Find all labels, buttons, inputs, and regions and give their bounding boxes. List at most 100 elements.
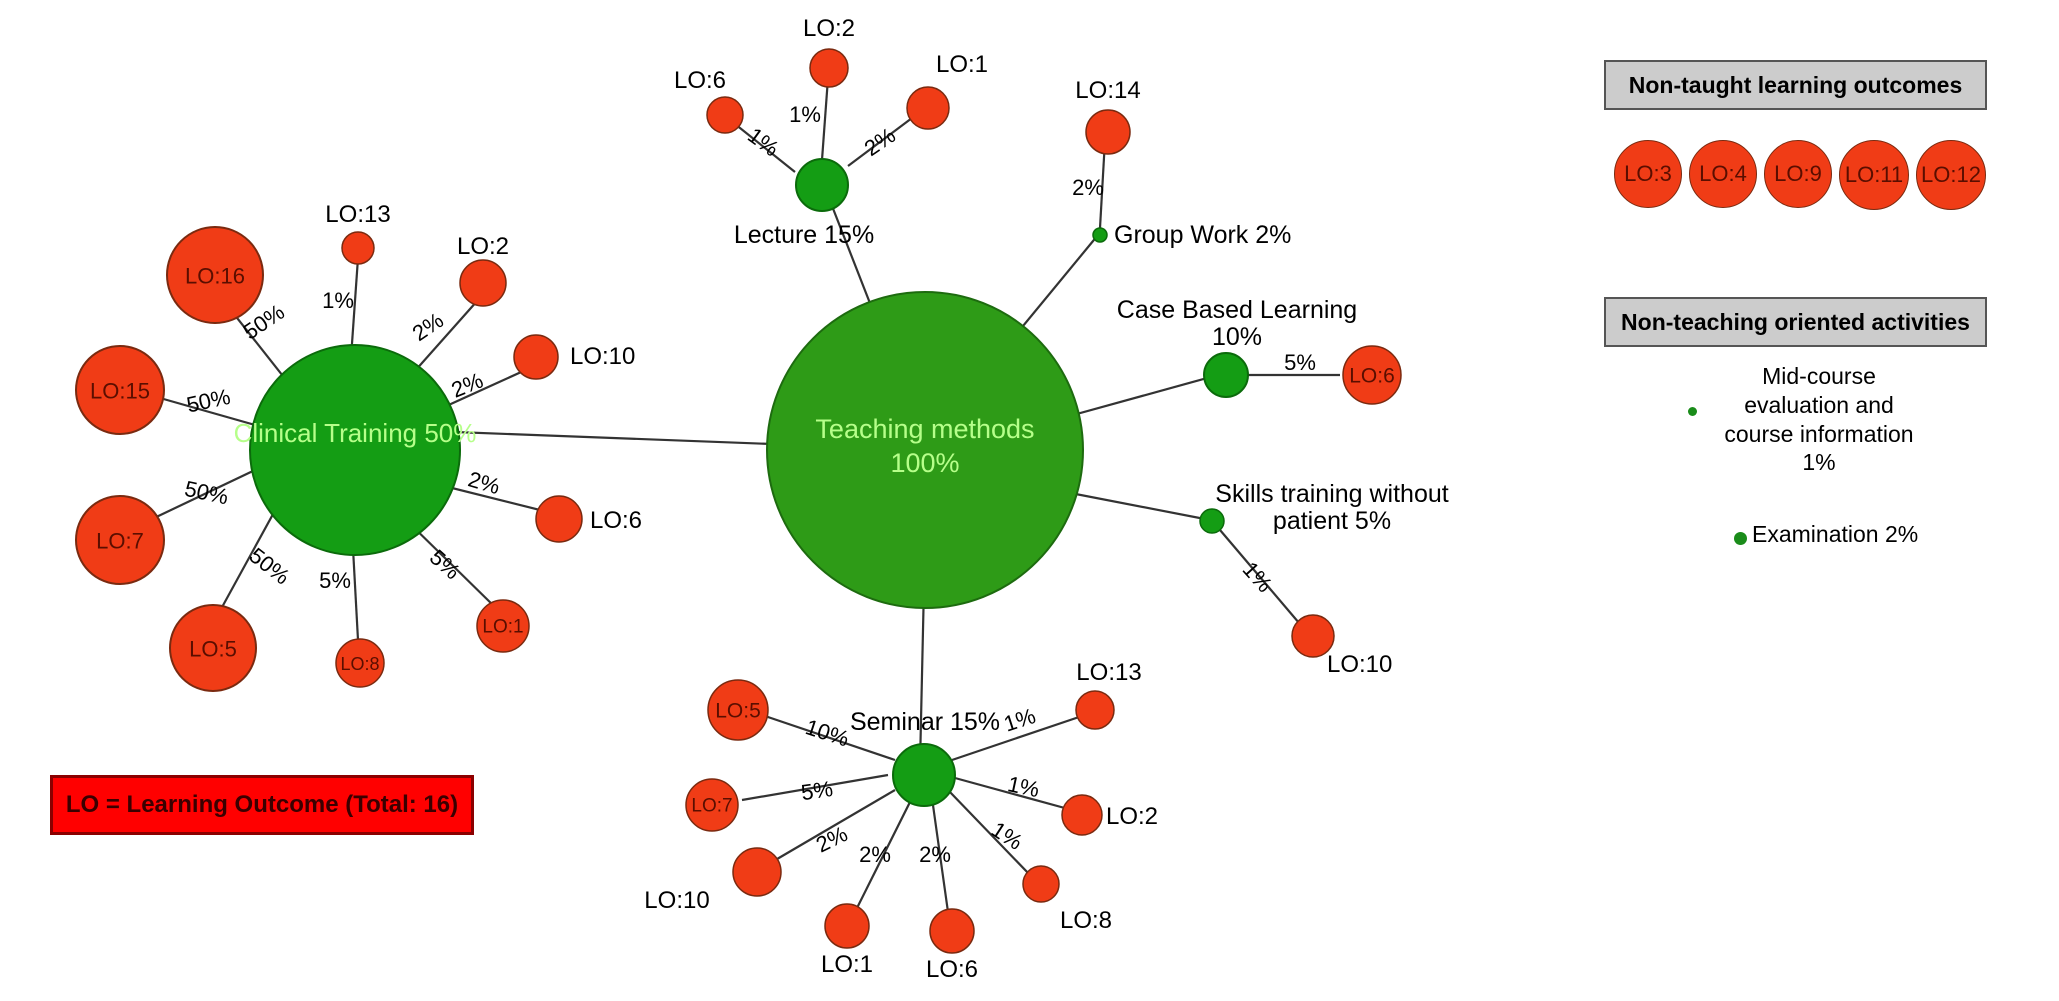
outcome-label-sem-lo10: LO:10: [644, 887, 709, 914]
activity-mid-course-line4: 1%: [1802, 449, 1836, 476]
node-group-work[interactable]: [1092, 227, 1108, 243]
edge-sem-lo1: [854, 797, 913, 913]
outcome-node-sem-lo6[interactable]: [929, 908, 975, 954]
activity-examination[interactable]: Examination 2%: [1604, 520, 1987, 556]
outcome-node-sem-lo1[interactable]: [824, 903, 870, 949]
legend-lo-definition: LO = Learning Outcome (Total: 16): [50, 775, 474, 835]
edge-sk-lo10: [1219, 529, 1306, 631]
edge-weight-sem-lo6: 2%: [919, 842, 951, 867]
outcome-node-lo5[interactable]: [169, 604, 257, 692]
edge-weight-ct-lo7: 50%: [182, 476, 230, 510]
edge-lec-lo6: [729, 119, 796, 173]
edge-sem-lo5: [761, 713, 896, 762]
node-label-skills-line2: patient 5%: [1273, 507, 1391, 535]
outcome-inner-labels: LO:16 LO:15 LO:7 LO:5 LO:1 LO:8 LO:6 LO:…: [90, 264, 1395, 817]
node-label-skills-line1: Skills training without: [1215, 480, 1448, 508]
outcome-node-lo2[interactable]: [459, 259, 507, 307]
outcome-node-lec-lo2[interactable]: [809, 48, 849, 88]
edge-weight-sem-lo8: 1%: [987, 817, 1027, 855]
outcome-label-lo7: LO:7: [96, 529, 144, 554]
edge-weight-ct-lo6: 2%: [465, 466, 502, 499]
edge-weight-ct-lo15: 50%: [184, 384, 232, 418]
green-dot-icon-examination: [1734, 532, 1747, 545]
node-seminar[interactable]: [892, 743, 956, 807]
node-label-teaching-methods-line2: 100%: [890, 448, 959, 478]
outcome-node-sem-lo8[interactable]: [1022, 865, 1060, 903]
outcome-node-sem-lo10[interactable]: [732, 847, 782, 897]
edge-weight-ct-lo10: 2%: [448, 368, 487, 403]
outcome-label-lo16: LO:16: [185, 264, 245, 289]
outcome-label-lo5: LO:5: [189, 637, 237, 662]
node-label-group-work: Group Work 2%: [1114, 221, 1291, 249]
edge-ct-lo7: [149, 469, 256, 521]
non-taught-chip-lo3[interactable]: LO:3: [1614, 140, 1682, 208]
node-case-based-learning[interactable]: [1203, 352, 1249, 398]
non-taught-chip-lo11[interactable]: LO:11: [1839, 140, 1909, 210]
outcome-node-cbl-lo6[interactable]: [1342, 345, 1402, 405]
non-taught-chip-lo9[interactable]: LO:9: [1764, 140, 1832, 208]
panel-header-non-teaching-oriented-activities: Non-teaching oriented activities: [1604, 297, 1987, 347]
edge-root-skills: [1054, 488, 1211, 522]
edge-weight-ct-lo13: 1%: [322, 288, 354, 313]
outcome-node-lo6[interactable]: [535, 495, 583, 543]
outcome-node-lo13[interactable]: [341, 231, 375, 265]
outcome-label-sem-lo1: LO:1: [821, 951, 873, 978]
node-label-clinical-training: Clinical Training 50%: [234, 418, 477, 448]
outcome-label-lec-lo1: LO:1: [936, 51, 988, 78]
edge-weight-ct-lo5: 50%: [245, 543, 295, 590]
node-label-teaching-methods-line1: Teaching methods: [815, 414, 1034, 444]
outcome-node-lo15[interactable]: [75, 345, 165, 435]
outcome-node-sk-lo10[interactable]: [1291, 614, 1335, 658]
edge-sem-lo2: [954, 776, 1073, 812]
outcome-label-sem-lo13: LO:13: [1076, 659, 1141, 686]
activity-mid-course-evaluation[interactable]: Mid-course evaluation and course informa…: [1604, 362, 1987, 475]
node-label-lecture: Lecture 15%: [734, 221, 874, 249]
outcome-node-lo8[interactable]: [335, 638, 385, 688]
edge-weight-sem-lo2: 1%: [1005, 771, 1041, 802]
outcome-node-lo1[interactable]: [476, 599, 530, 653]
outcome-label-sem-lo8: LO:8: [1060, 907, 1112, 934]
outcome-node-sem-lo13[interactable]: [1075, 690, 1115, 730]
outcome-label-sem-lo2: LO:2: [1106, 803, 1158, 830]
outcome-label-ct-lo2: LO:2: [457, 233, 509, 260]
outcome-node-sem-lo5[interactable]: [707, 679, 769, 741]
outcome-node-sem-lo7[interactable]: [685, 778, 739, 832]
non-taught-chip-lo12[interactable]: LO:12: [1916, 140, 1986, 210]
outcome-node-lo10[interactable]: [513, 334, 559, 380]
activity-mid-course-line3: course information: [1724, 420, 1914, 447]
node-teaching-methods[interactable]: [766, 291, 1084, 609]
activity-mid-course-line2: evaluation and: [1744, 391, 1894, 418]
outcome-node-lec-lo1[interactable]: [906, 86, 950, 130]
green-dot-icon-mid-course: [1688, 407, 1697, 416]
edge-sem-lo6: [930, 797, 950, 913]
outcome-label-lec-lo2: LO:2: [803, 15, 855, 42]
node-clinical-training[interactable]: [249, 344, 461, 556]
node-label-cbl-line2: 10%: [1212, 323, 1262, 351]
edge-root-cbl: [1054, 373, 1219, 422]
edge-weight-sem-lo5: 10%: [803, 714, 853, 751]
node-lecture[interactable]: [795, 158, 849, 212]
edge-weight-sem-lo7: 5%: [799, 776, 834, 805]
outcome-node-gw-lo14[interactable]: [1085, 109, 1131, 155]
edge-weight-gw-lo14: 2%: [1072, 175, 1104, 200]
outcome-label-ct-lo1: LO:1: [482, 617, 523, 638]
node-label-cbl-line1: Case Based Learning: [1117, 296, 1357, 324]
edge-weight-sem-lo1: 2%: [859, 842, 891, 867]
edge-weight-lec-lo6: 1%: [743, 122, 783, 161]
edge-weight-lec-lo1: 2%: [860, 123, 900, 162]
edge-weight-ct-lo8: 5%: [319, 568, 351, 593]
method-node-layer: [249, 158, 1249, 807]
edge-weight-cbl-lo6: 5%: [1284, 350, 1316, 375]
non-taught-chip-lo4[interactable]: LO:4: [1689, 140, 1757, 208]
edge-sem-lo7: [741, 773, 889, 802]
edge-sem-lo13: [951, 713, 1086, 762]
outcome-node-lec-lo6[interactable]: [706, 96, 744, 134]
outcome-node-sem-lo2[interactable]: [1061, 794, 1103, 836]
outcome-label-sem-lo5: LO:5: [715, 700, 761, 723]
outcome-node-layer: [75, 48, 1402, 954]
node-skills-training[interactable]: [1199, 508, 1225, 534]
node-label-seminar: Seminar 15%: [850, 708, 1000, 736]
outcome-node-lo7[interactable]: [75, 495, 165, 585]
outcome-node-lo16[interactable]: [166, 226, 264, 324]
